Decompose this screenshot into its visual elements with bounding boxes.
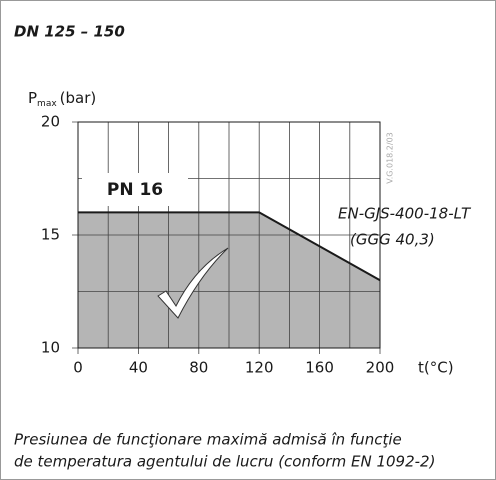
y-tick-label: 20 (41, 113, 60, 131)
y-tick-label: 10 (41, 339, 60, 357)
y-axis-label: Pmax (bar) (28, 89, 96, 109)
material-label: EN-GJS-400-18-LT (338, 205, 472, 223)
pn-box (82, 173, 188, 206)
y-label-symbol: P (28, 89, 37, 107)
x-tick-label: 40 (129, 359, 148, 377)
code-label: V.G.018.2/03 (386, 132, 395, 184)
chart-title: DN 125 – 150 (14, 23, 125, 41)
line (78, 211, 381, 282)
x-tick-label: 200 (366, 359, 395, 377)
checkmark (157, 247, 229, 319)
x-axis-label: t(°C) (418, 359, 454, 377)
y-label-subscript: max (37, 99, 57, 109)
y-tick-label: 15 (41, 226, 60, 244)
plot-border (77, 121, 381, 349)
plot (72, 121, 381, 354)
y-label-unit: (bar) (60, 89, 97, 107)
caption-line: de temperatura agentului de lucru (confo… (14, 453, 435, 471)
caption-line: Presiunea de funcţionare maximă admisă î… (14, 431, 402, 449)
x-tick-label: 120 (245, 359, 274, 377)
pn-label: PN 16 (107, 180, 163, 200)
x-tick-label: 160 (305, 359, 334, 377)
x-tick-label: 0 (73, 359, 83, 377)
x-tick-label: 80 (189, 359, 208, 377)
material-alt-label: (GGG 40,3) (350, 231, 435, 249)
